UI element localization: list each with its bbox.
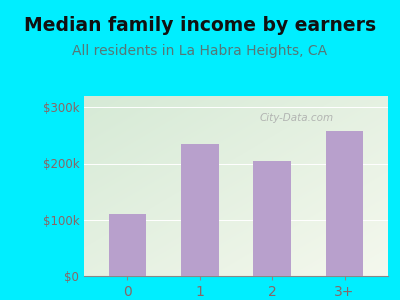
Text: City-Data.com: City-Data.com [260,112,334,123]
Text: Median family income by earners: Median family income by earners [24,16,376,35]
Text: All residents in La Habra Heights, CA: All residents in La Habra Heights, CA [72,44,328,58]
Bar [253,161,291,276]
Bar [326,131,363,276]
Bar [109,214,146,276]
Bar [181,144,219,276]
